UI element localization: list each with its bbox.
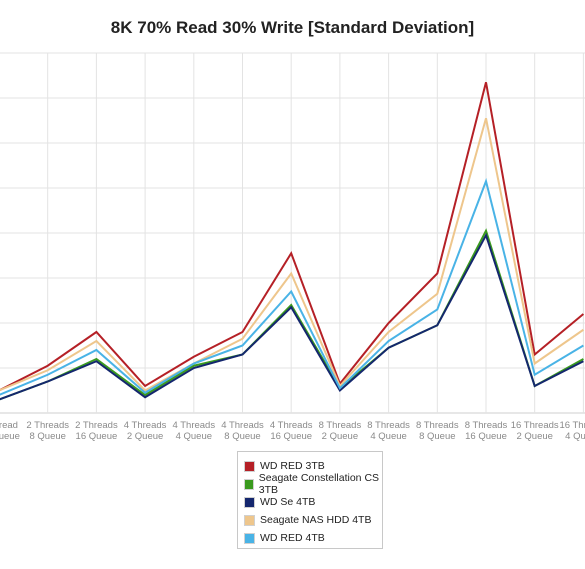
legend-entry: Seagate Constellation CS 3TB xyxy=(244,472,382,496)
series-line-0 xyxy=(0,82,585,392)
legend-label: WD RED 4TB xyxy=(260,532,325,544)
x-tick-label: 16 Threads 2 Queue xyxy=(511,420,559,442)
x-tick-label: 4 Threads 4 Queue xyxy=(172,420,215,442)
x-tick-label: 8 Threads 4 Queue xyxy=(367,420,410,442)
gridlines xyxy=(0,52,585,414)
x-tick-label: 4 Threads 2 Queue xyxy=(124,420,167,442)
legend-label: Seagate Constellation CS 3TB xyxy=(258,472,380,496)
legend-swatch xyxy=(244,460,255,472)
legend-label: WD RED 3TB xyxy=(260,460,325,472)
x-tick-label: 4 Threads 8 Queue xyxy=(221,420,264,442)
chart-title: 8K 70% Read 30% Write [Standard Deviatio… xyxy=(110,18,475,37)
x-tick-label: 8 Threads 2 Queue xyxy=(319,420,362,442)
legend-label: WD Se 4TB xyxy=(260,496,316,508)
x-tick-label: 1 Thread16 Queue xyxy=(0,420,20,442)
x-tick-label: 8 Threads 16 Queue xyxy=(465,420,508,442)
series-line-1 xyxy=(0,228,584,401)
x-tick-label: 2 Threads 16 Queue xyxy=(75,420,118,442)
legend-label: Seagate NAS HDD 4TB xyxy=(260,514,372,526)
legend-swatch xyxy=(244,478,254,490)
series-line-4 xyxy=(0,177,584,396)
x-tick-label: 2 Threads 8 Queue xyxy=(26,420,69,442)
legend: WD RED 3TB Seagate Constellation CS 3TB WD… xyxy=(237,451,383,549)
legend-entry: WD RED 3TB xyxy=(244,457,382,475)
x-tick-label: 4 Threads 16 Queue xyxy=(270,420,313,442)
legend-swatch xyxy=(244,532,255,544)
legend-entry: Seagate NAS HDD 4TB xyxy=(244,511,382,529)
x-tick-label: 8 Threads 8 Queue xyxy=(416,420,459,442)
legend-swatch xyxy=(244,496,255,508)
legend-entry: WD RED 4TB xyxy=(244,529,382,547)
legend-swatch xyxy=(244,514,255,526)
series-line-2 xyxy=(0,232,584,401)
legend-entry: WD Se 4TB xyxy=(244,493,382,511)
series-line-3 xyxy=(0,117,584,392)
series-lines xyxy=(0,82,585,401)
